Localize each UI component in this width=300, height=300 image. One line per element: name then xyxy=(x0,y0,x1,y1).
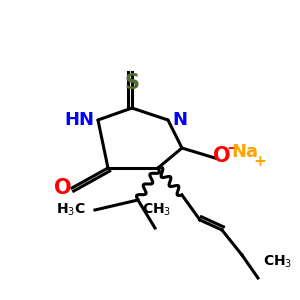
Text: O: O xyxy=(54,178,72,198)
Text: +: + xyxy=(254,154,266,169)
Text: O: O xyxy=(213,146,231,166)
Text: CH$_3$: CH$_3$ xyxy=(263,254,292,270)
Text: −: − xyxy=(226,140,239,155)
Text: CH$_3$: CH$_3$ xyxy=(142,202,172,218)
Text: S: S xyxy=(124,73,140,93)
Text: N: N xyxy=(172,111,187,129)
Text: H$_3$C: H$_3$C xyxy=(56,202,86,218)
Text: HN: HN xyxy=(64,111,94,129)
Text: Na: Na xyxy=(231,143,258,161)
